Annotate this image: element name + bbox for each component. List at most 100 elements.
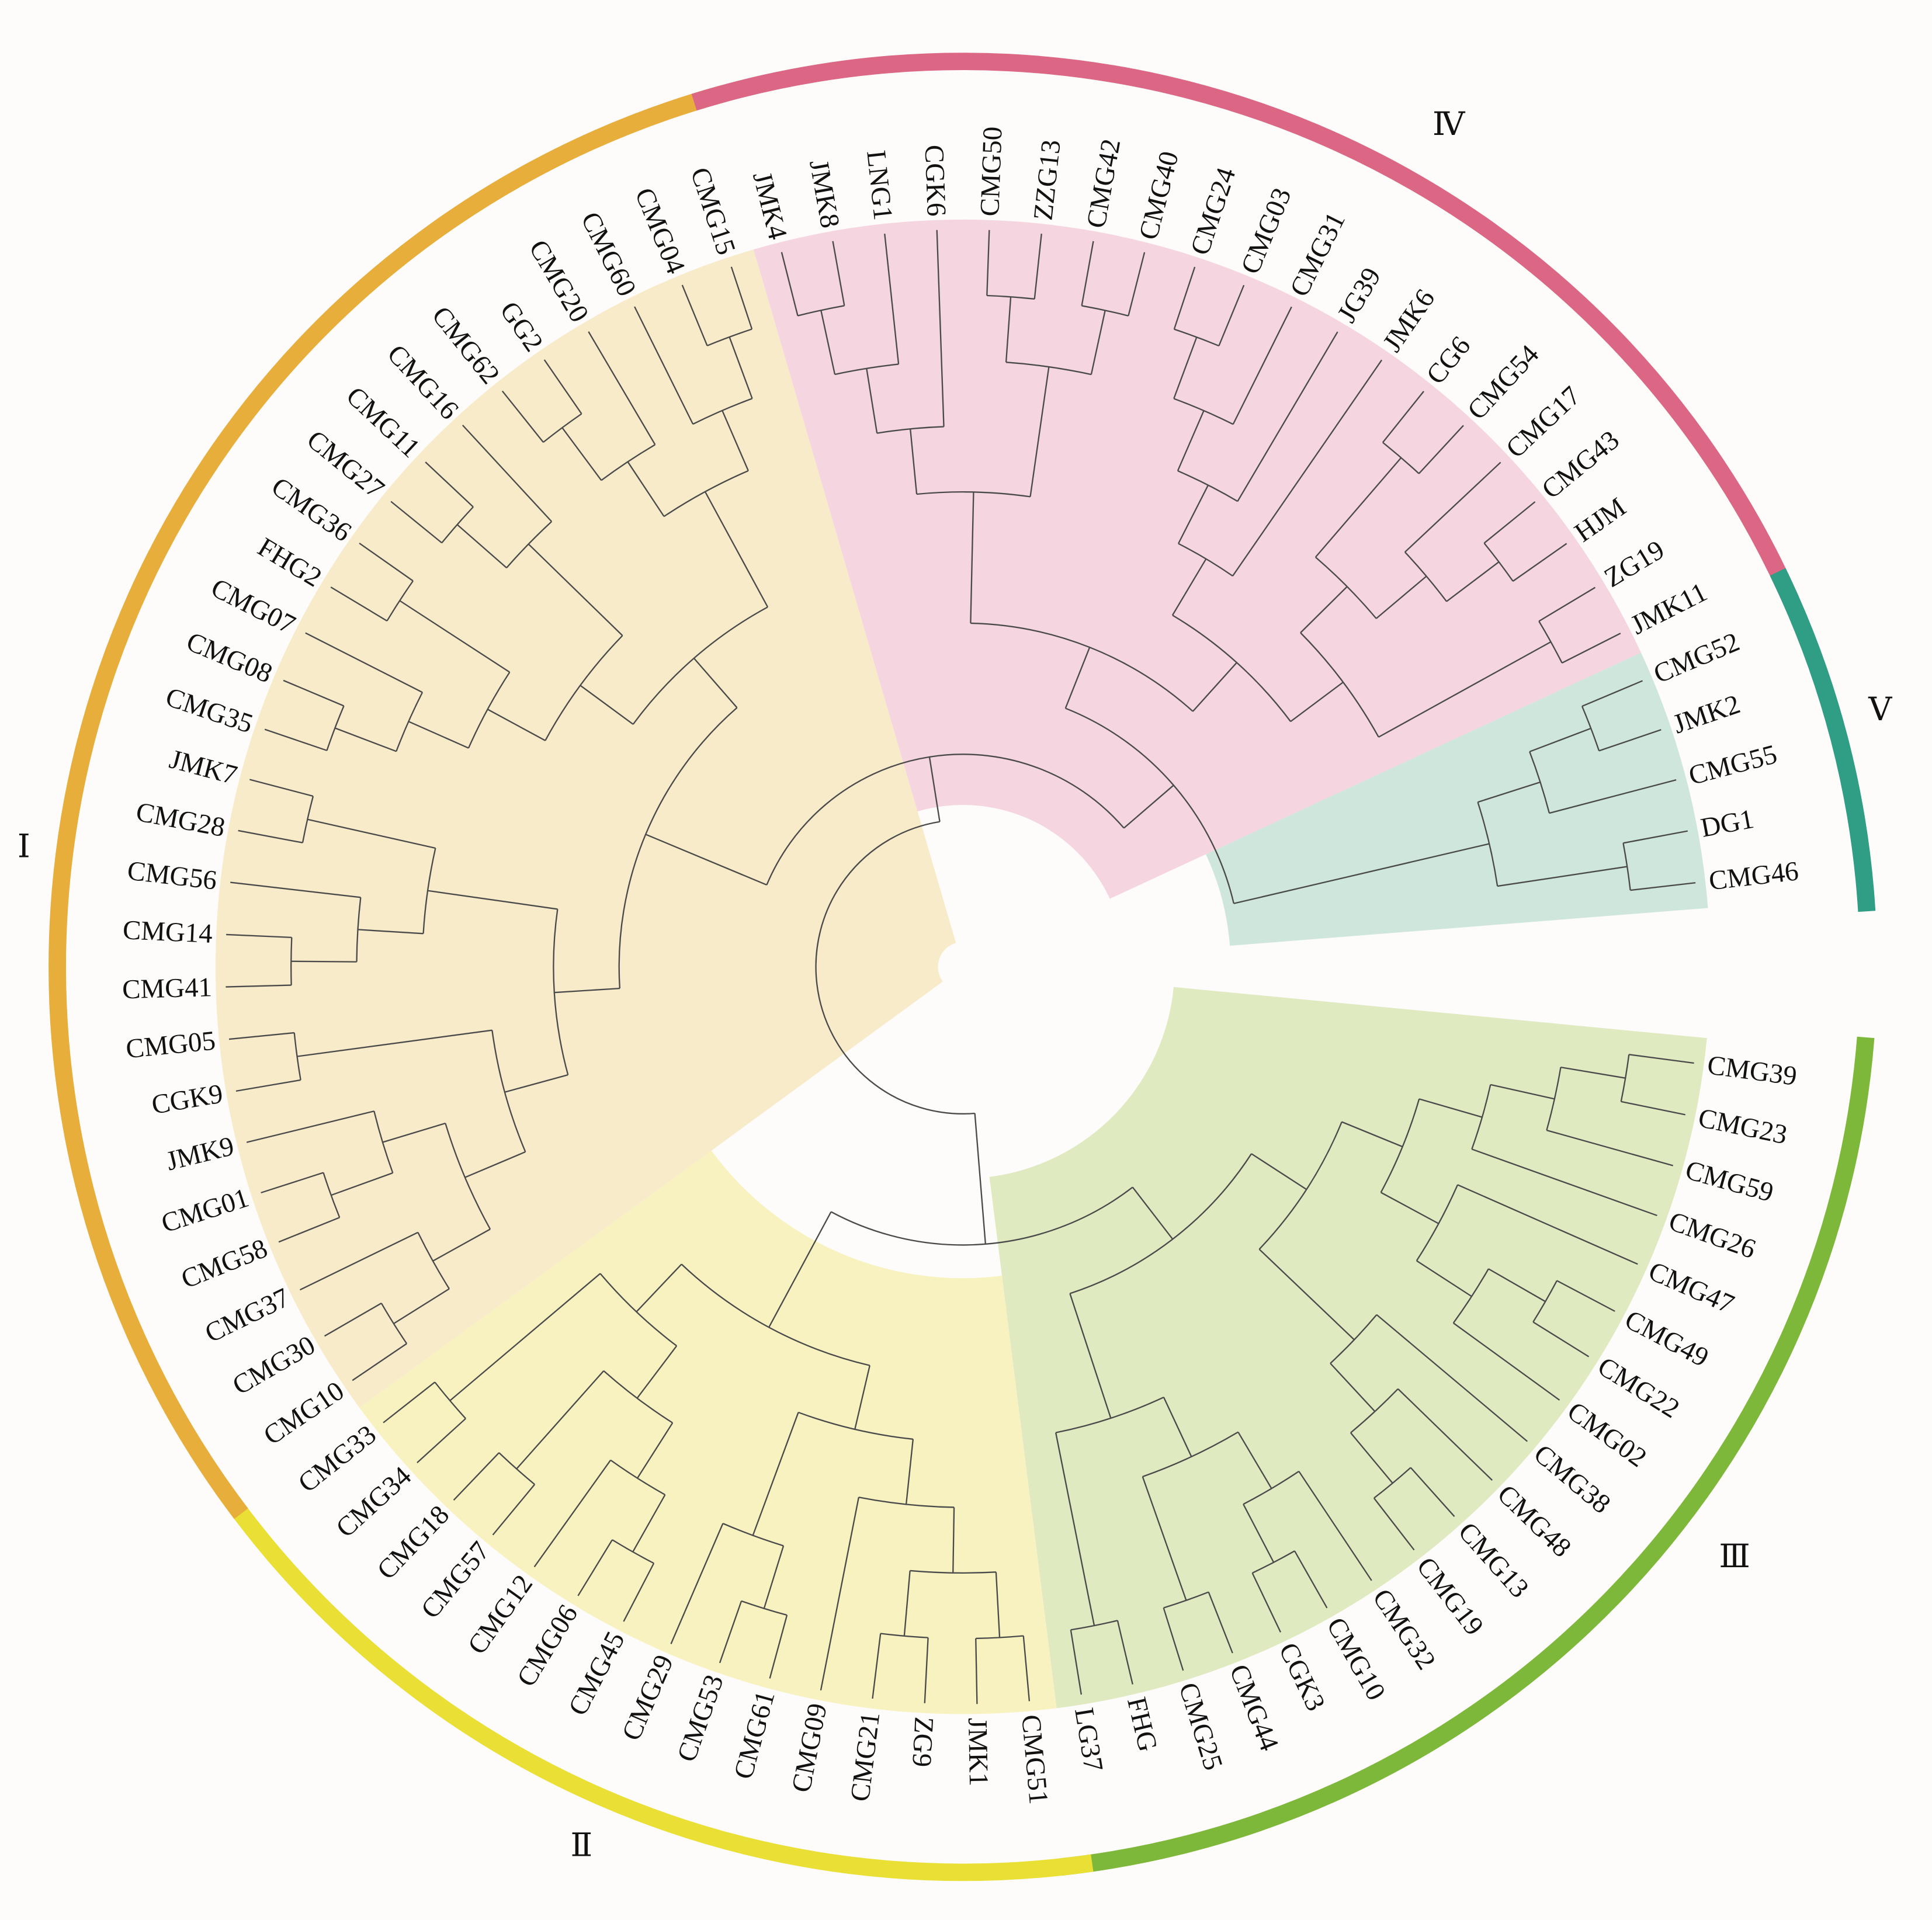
internal-branch bbox=[1375, 575, 1427, 619]
leaf-label: CG6 bbox=[1420, 331, 1476, 390]
leaf-label: CMG12 bbox=[462, 1569, 539, 1659]
internal-branch bbox=[1490, 1084, 1555, 1100]
leaf-label: CMG59 bbox=[1682, 1155, 1777, 1209]
leaf-branch bbox=[1598, 729, 1662, 752]
internal-branch bbox=[645, 834, 767, 886]
leaf-branch bbox=[634, 306, 694, 425]
leaf-label: CMG40 bbox=[1133, 148, 1185, 243]
branch-arc bbox=[1416, 1184, 1459, 1262]
leaf-branch bbox=[1251, 1572, 1282, 1633]
branch-arc bbox=[601, 444, 655, 481]
leaf-label: CMG25 bbox=[1173, 1679, 1229, 1773]
branch-arc bbox=[722, 1523, 784, 1547]
leaf-label: CMG09 bbox=[786, 1701, 833, 1795]
internal-branch bbox=[1330, 1363, 1376, 1412]
branch-arc bbox=[356, 897, 362, 962]
internal-branch bbox=[291, 960, 357, 963]
branch-arc bbox=[1529, 751, 1551, 814]
internal-branch bbox=[1142, 1476, 1187, 1601]
internal-branch bbox=[504, 1074, 568, 1093]
leaf-label: CGK6 bbox=[919, 144, 952, 217]
internal-branch bbox=[1529, 727, 1591, 752]
leaf-branch bbox=[230, 881, 361, 898]
leaf-branch bbox=[1373, 1498, 1415, 1551]
internal-branch bbox=[297, 1029, 492, 1057]
leaf-branch bbox=[1081, 241, 1094, 306]
leaf-branch bbox=[390, 501, 443, 544]
internal-branch bbox=[1497, 866, 1628, 887]
branch-arc bbox=[445, 1123, 491, 1230]
internal-branch bbox=[704, 491, 769, 607]
leaf-label: ZZG13 bbox=[1028, 138, 1066, 222]
leaf-label: CMG41 bbox=[122, 972, 213, 1005]
internal-branch bbox=[399, 600, 511, 673]
leaf-branch bbox=[246, 1110, 374, 1143]
branch-arc bbox=[386, 580, 414, 622]
leaf-branch bbox=[383, 1381, 436, 1423]
leaf-branch bbox=[543, 359, 582, 415]
leaf-branch bbox=[1173, 266, 1196, 329]
leaf-label: CGK9 bbox=[150, 1078, 225, 1120]
leaf-branch bbox=[924, 1637, 929, 1703]
leaf-branch bbox=[1237, 331, 1338, 502]
leaf-label: JMK1 bbox=[962, 1717, 994, 1786]
branch-arc bbox=[681, 1263, 870, 1366]
leaf-label: JMK8 bbox=[803, 158, 845, 231]
leaf-branch bbox=[1549, 779, 1677, 814]
branch-arc bbox=[858, 1497, 955, 1508]
clade-ring-iv bbox=[691, 53, 1799, 605]
internal-branch bbox=[1171, 558, 1207, 616]
leaf-branch bbox=[986, 230, 990, 296]
leaf-branch bbox=[324, 1303, 382, 1337]
leaf-label: CMG31 bbox=[1284, 207, 1351, 301]
branch-arc bbox=[506, 521, 553, 568]
clade-label-ii: Ⅱ bbox=[571, 1828, 593, 1863]
leaf-label: CMG44 bbox=[1223, 1660, 1285, 1755]
branch-arc bbox=[603, 1370, 673, 1423]
internal-branch bbox=[1350, 1432, 1393, 1484]
leaf-branch bbox=[492, 1484, 536, 1536]
branch-arc bbox=[815, 821, 975, 1114]
internal-branch bbox=[636, 1422, 674, 1479]
leaf-label: CMG21 bbox=[845, 1710, 886, 1803]
leaf-label: CMG55 bbox=[1685, 739, 1780, 791]
leaf-label: CMG42 bbox=[1081, 137, 1126, 231]
internal-branch bbox=[632, 1494, 666, 1553]
leaf-branch bbox=[832, 241, 845, 306]
leaf-branch bbox=[226, 984, 292, 988]
internal-branch bbox=[1314, 457, 1402, 558]
leaf-branch bbox=[278, 1217, 340, 1243]
internal-branch bbox=[1251, 1153, 1307, 1190]
internal-branch bbox=[1177, 410, 1205, 471]
leaf-branch bbox=[1629, 1054, 1694, 1064]
internal-branch bbox=[1064, 647, 1091, 709]
leaf-branch bbox=[417, 1418, 466, 1463]
leaf-branch bbox=[975, 1638, 978, 1704]
leaf-branch bbox=[1621, 1100, 1686, 1116]
branch-arc bbox=[1252, 1550, 1295, 1574]
branch-arc bbox=[1081, 305, 1129, 317]
leaf-label: CMG36 bbox=[266, 471, 357, 548]
leaf-label: CMG23 bbox=[1696, 1103, 1790, 1151]
clade-shading-i bbox=[215, 249, 956, 1408]
internal-branch bbox=[1446, 561, 1500, 602]
branch-arc bbox=[1373, 1467, 1411, 1499]
internal-branch bbox=[763, 1546, 785, 1609]
internal-branch bbox=[382, 1122, 446, 1143]
internal-branch bbox=[1418, 1098, 1483, 1118]
leaf-branch bbox=[359, 543, 414, 582]
clade-ring-iii bbox=[1060, 1036, 1875, 1876]
internal-branch bbox=[905, 1439, 914, 1505]
leaf-branch bbox=[1538, 586, 1596, 622]
clade-label-iv: Ⅳ bbox=[1432, 106, 1466, 142]
leaf-branch bbox=[730, 266, 753, 329]
internal-branch bbox=[1163, 1397, 1192, 1457]
leaf-label: ZG9 bbox=[906, 1716, 939, 1768]
leaf-branch bbox=[588, 331, 656, 445]
branch-arc bbox=[916, 491, 1031, 498]
leaf-label: CMG56 bbox=[126, 855, 218, 895]
internal-branch bbox=[449, 1273, 601, 1401]
clade-ring-i bbox=[48, 85, 727, 1519]
internal-branch bbox=[427, 890, 558, 910]
